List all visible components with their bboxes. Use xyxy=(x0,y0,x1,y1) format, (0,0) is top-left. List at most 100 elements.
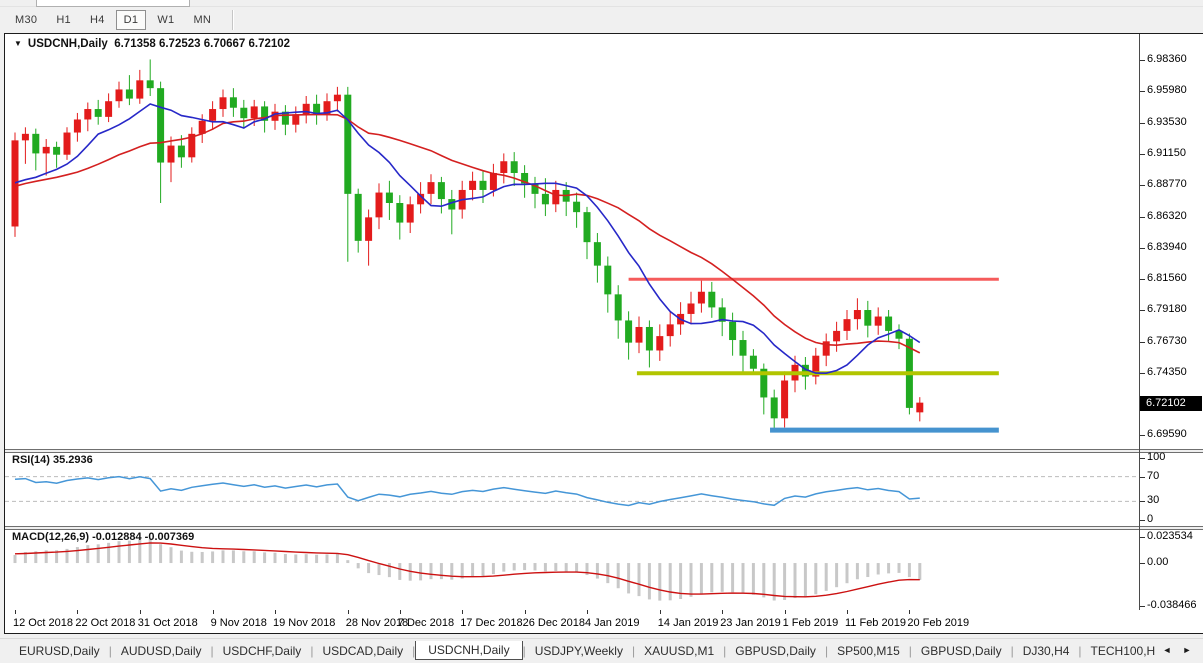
candle-body xyxy=(625,320,633,343)
price-tick-mark xyxy=(1140,248,1145,250)
chart-tab-usdcnh-daily[interactable]: USDCNH,Daily xyxy=(415,641,523,660)
date-tick-mark xyxy=(659,610,661,614)
candle-body xyxy=(885,316,893,331)
date-tick-mark xyxy=(77,610,79,614)
candle-body xyxy=(427,182,435,194)
date-tick-label: 20 Feb 2019 xyxy=(907,617,970,629)
candle-body xyxy=(697,291,705,304)
rsi-tick-mark xyxy=(1140,476,1145,478)
rsi-label: RSI(14) 35.2936 xyxy=(12,454,93,466)
chart-tab-usdjpy-weekly[interactable]: USDJPY,Weekly xyxy=(534,644,623,658)
date-tick-label: 31 Oct 2018 xyxy=(137,617,198,629)
symbol-dropdown-icon[interactable]: ▼ xyxy=(14,39,22,48)
candle-body xyxy=(770,397,778,419)
candle-body xyxy=(11,140,19,227)
date-tick-mark xyxy=(909,610,911,614)
price-tick-mark xyxy=(1140,185,1145,187)
candle-body xyxy=(448,199,456,210)
candle-body xyxy=(219,97,227,110)
chart-tab-gbpusd-daily[interactable]: GBPUSD,Daily xyxy=(735,644,816,658)
pane-splitter-macd[interactable] xyxy=(5,526,1203,530)
candle-body xyxy=(73,119,81,133)
candle-body xyxy=(469,180,477,190)
chart-tab-gbpusd-daily[interactable]: GBPUSD,Daily xyxy=(920,644,1002,658)
timeframe-button-m30[interactable]: M30 xyxy=(15,14,38,26)
timeframe-toolbar: M30 H1 H4 D1 W1 MN xyxy=(0,7,1203,33)
candle-body xyxy=(656,336,664,351)
date-tick-mark xyxy=(15,610,16,614)
date-tick-mark xyxy=(587,610,588,614)
rsi-pane[interactable] xyxy=(5,452,1139,526)
date-tick-label: 12 Oct 2018 xyxy=(13,617,73,629)
candle-body xyxy=(198,120,206,134)
date-tick-mark xyxy=(722,610,724,614)
upper-toolbar-remnant xyxy=(0,0,1203,7)
tab-separator: | xyxy=(824,644,829,658)
current-price-tag: 6.72102 xyxy=(1140,395,1202,411)
chart-tab-eurusd-daily[interactable]: EURUSD,Daily xyxy=(19,644,100,658)
macd-signal-line xyxy=(14,542,920,598)
candle-body xyxy=(895,330,903,339)
candle-body xyxy=(614,294,622,321)
chart-tab-usdcad-daily[interactable]: USDCAD,Daily xyxy=(322,644,404,658)
candle-body xyxy=(552,189,560,205)
chart-tab-xauusd-m1[interactable]: XAUUSD,M1 xyxy=(644,644,715,658)
date-tick-label: 14 Jan 2019 xyxy=(657,617,719,629)
candle-body xyxy=(385,192,393,204)
timeframe-button-h1[interactable]: H1 xyxy=(56,14,71,26)
price-tick-mark xyxy=(1140,342,1145,344)
candle-body xyxy=(760,368,768,398)
price-tick-label: 6.95980 xyxy=(1147,84,1187,97)
price-tick-mark xyxy=(1140,91,1145,93)
candle-body xyxy=(541,193,549,205)
date-tick-mark xyxy=(462,610,464,614)
candle-body xyxy=(302,103,310,115)
candle-body xyxy=(833,330,841,342)
candle-body xyxy=(240,107,248,119)
date-tick-label: 28 Nov 2018 xyxy=(345,617,409,629)
candle-body xyxy=(645,326,653,351)
price-tick-mark xyxy=(1140,373,1145,375)
tab-separator: | xyxy=(1078,644,1082,658)
date-tick-label: 7 Dec 2018 xyxy=(397,617,455,629)
tab-separator: | xyxy=(1010,644,1014,658)
price-pane[interactable] xyxy=(5,34,1139,449)
price-tick-label: 6.74350 xyxy=(1147,366,1187,379)
timeframe-button-mn[interactable]: MN xyxy=(193,14,212,26)
date-tick-label: 26 Dec 2018 xyxy=(522,617,585,629)
macd-tick-label: 0.00 xyxy=(1147,556,1169,569)
tabs-scroll-right-button[interactable]: ► xyxy=(1182,645,1192,655)
ma-fast-line xyxy=(14,103,921,375)
macd-pane[interactable] xyxy=(5,529,1139,610)
candle-body xyxy=(209,109,217,121)
chart-tab-tech100-h[interactable]: TECH100,H xyxy=(1090,644,1156,658)
tabs-scroll-left-button[interactable]: ◄ xyxy=(1162,645,1172,655)
price-tick-label: 6.83940 xyxy=(1147,241,1187,254)
chart-tab-dj30-h4[interactable]: DJ30,H4 xyxy=(1022,644,1070,658)
date-tick-label: 9 Nov 2018 xyxy=(210,617,267,629)
chart-tab-sp500-m15[interactable]: SP500,M15 xyxy=(837,644,900,658)
candle-body xyxy=(604,265,612,295)
candle-body xyxy=(323,101,331,115)
candle-body xyxy=(344,94,352,194)
chart-tab-audusd-daily[interactable]: AUDUSD,Daily xyxy=(120,644,202,658)
date-tick-mark xyxy=(275,610,276,614)
candle-body xyxy=(479,180,487,190)
symbol-combobox-partial[interactable] xyxy=(36,0,190,7)
price-tick-mark xyxy=(1140,154,1145,156)
candle-body xyxy=(250,106,258,119)
candle-body xyxy=(375,192,383,218)
candle-body xyxy=(167,145,175,163)
price-tick-label: 6.81560 xyxy=(1147,272,1187,285)
candle-body xyxy=(521,172,529,184)
timeframe-button-d1[interactable]: D1 xyxy=(115,10,147,30)
price-tick-label: 6.86320 xyxy=(1147,210,1187,223)
timeframe-button-w1[interactable]: W1 xyxy=(157,14,175,26)
pane-splitter-rsi[interactable] xyxy=(5,449,1203,453)
rsi-tick-label: 0 xyxy=(1147,513,1154,525)
chart-ohlc-values: 6.71358 6.72523 6.70667 6.72102 xyxy=(114,38,291,50)
candle-body xyxy=(510,161,518,173)
candle-body xyxy=(63,132,71,155)
chart-tab-usdchf-daily[interactable]: USDCHF,Daily xyxy=(222,644,302,658)
timeframe-button-h4[interactable]: H4 xyxy=(89,14,105,26)
